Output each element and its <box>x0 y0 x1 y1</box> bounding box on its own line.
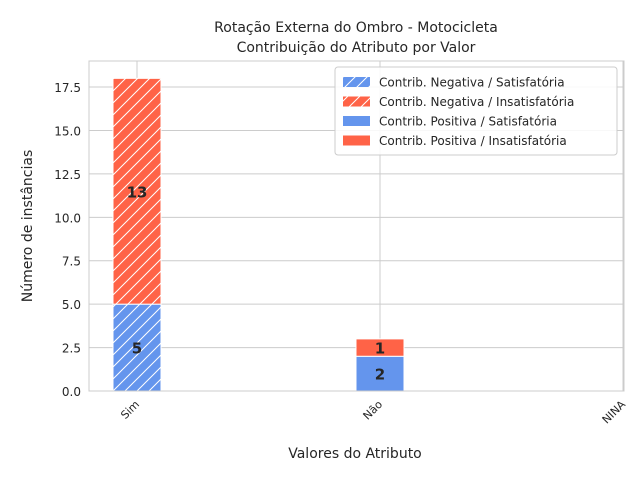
legend: Contrib. Negativa / Satisfatória Contrib.… <box>334 66 618 156</box>
bar-value-label: 1 <box>375 340 385 358</box>
legend-label: Contrib. Positiva / Satisfatória <box>379 115 557 129</box>
chart-title-line-1: Rotação Externa do Ombro - Motocicleta <box>214 20 498 36</box>
legend-swatch <box>343 116 370 126</box>
legend-swatch-hatch <box>343 77 370 87</box>
y-tick-label: 10.0 <box>54 211 81 225</box>
bar-value-label: 2 <box>375 366 385 384</box>
y-tick-label: 17.5 <box>54 81 81 95</box>
y-tick-label: 15.0 <box>54 124 81 138</box>
legend-label: Contrib. Negativa / Insatisfatória <box>379 95 574 109</box>
bar-value-label: 5 <box>132 340 142 358</box>
x-axis-label: Valores do Atributo <box>288 446 422 462</box>
y-axis-label: Número de instâncias <box>20 150 36 302</box>
bar-segment <box>355 355 405 392</box>
legend-label: Contrib. Positiva / Insatisfatória <box>379 134 567 148</box>
x-tick-label: Sim <box>118 398 142 422</box>
x-tick-label: NINA <box>600 398 629 427</box>
y-tick-label: 5.0 <box>62 298 81 312</box>
bar-value-label: 13 <box>127 183 148 201</box>
bar-hatch <box>113 304 161 391</box>
bar-segment <box>355 338 405 357</box>
y-tick-label: 0.0 <box>62 385 81 399</box>
legend-box <box>334 66 618 156</box>
bars <box>112 77 405 392</box>
y-tick-label: 7.5 <box>62 255 81 269</box>
legend-swatch <box>343 135 370 146</box>
x-tick-label: Não <box>361 398 386 423</box>
legend-swatch-hatch <box>343 96 370 107</box>
y-tick-label: 12.5 <box>54 168 81 182</box>
chart-title-line-2: Contribuição do Atributo por Valor <box>237 40 476 56</box>
bar-hatch <box>113 78 161 305</box>
y-tick-label: 2.5 <box>62 342 81 356</box>
plot-frame <box>88 60 625 392</box>
legend-label: Contrib. Negativa / Satisfatória <box>379 76 565 90</box>
